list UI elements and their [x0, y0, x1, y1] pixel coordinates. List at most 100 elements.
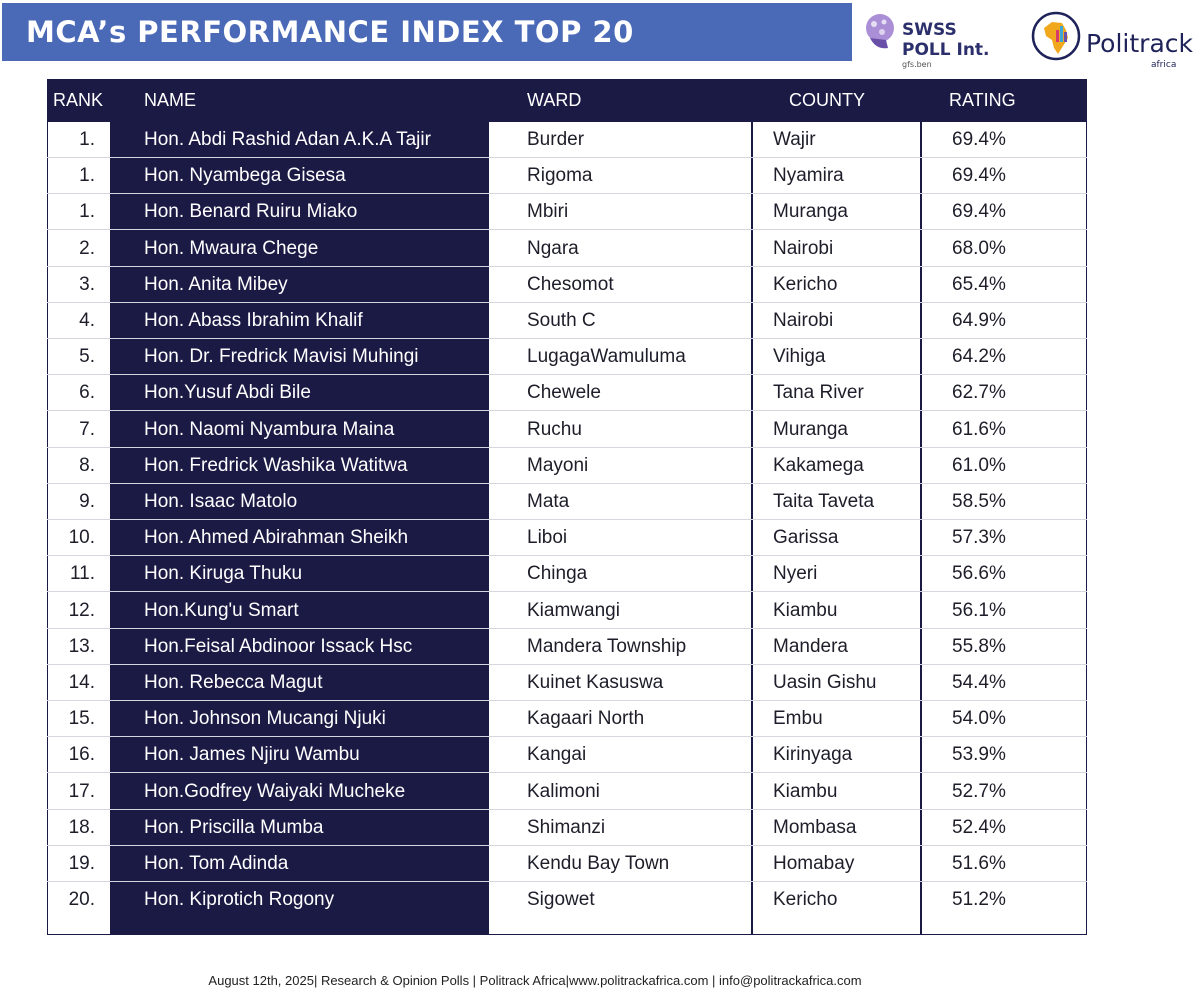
swss-poll-logo: SWSS POLL Int. gfs.ben	[862, 8, 1002, 69]
rating-cell: 64.9%	[952, 310, 1006, 331]
county-cell: Mandera	[773, 635, 848, 657]
table-row: 20. Hon. Kiprotich Rogony Sigowet Kericho 51…	[47, 882, 1087, 918]
ward-cell: Sigowet	[527, 889, 595, 911]
county-cell: Tana River	[773, 382, 864, 404]
rating-cell: 69.4%	[952, 201, 1006, 223]
row-divider	[47, 374, 1087, 376]
rating-cell: 65.4%	[952, 273, 1006, 295]
name-cell: Hon. James Njiru Wambu	[144, 744, 360, 766]
ward-cell: Chewele	[527, 382, 601, 404]
rank-cell: 20.	[68, 889, 95, 911]
name-cell: Hon. Fredrick Washika Watitwa	[144, 454, 408, 476]
politrack-logo: Politrack africa	[1030, 8, 1193, 70]
county-cell: Kiambu	[773, 780, 838, 802]
header-ward: WARD	[527, 90, 582, 110]
rating-cell: 51.2%	[952, 889, 1006, 911]
row-divider	[47, 157, 1087, 158]
rating-cell: 58.5%	[952, 491, 1006, 512]
table-row: 11. Hon. Kiruga Thuku Chinga Nyeri 56.6%	[47, 556, 1087, 593]
row-divider	[47, 627, 1087, 629]
column-divider	[751, 122, 753, 935]
rank-cell: 19.	[68, 853, 95, 874]
header-rank: RANK	[53, 90, 104, 110]
rank-cell: 15.	[68, 708, 95, 730]
county-cell: Uasin Gishu	[773, 672, 877, 693]
ward-cell: Mayoni	[527, 454, 589, 476]
rating-cell: 69.4%	[952, 165, 1006, 187]
name-cell: Hon. Kiprotich Rogony	[144, 889, 335, 911]
county-cell: Garissa	[773, 527, 839, 549]
rank-cell: 3.	[79, 273, 95, 295]
footer-text: August 12th, 2025| Research & Opinion Po…	[208, 973, 862, 988]
rating-cell: 54.4%	[952, 672, 1006, 693]
table-row: 2. Hon. Mwaura Chege Ngara Nairobi 68.0%	[47, 231, 1087, 267]
ward-cell: Chinga	[527, 563, 588, 585]
table-row: 5. Hon. Dr. Fredrick Mavisi Muhingi Lugaga…	[47, 339, 1087, 376]
table-row: 1. Hon. Nyambega Gisesa Rigoma Nyamira 69.4%	[47, 158, 1087, 195]
name-cell: Hon.Yusuf Abdi Bile	[144, 382, 311, 404]
table-row: 12. Hon.Kung'u Smart Kiamwangi Kiambu 56.1%	[47, 593, 1087, 629]
ward-cell: Kangai	[527, 744, 587, 766]
ward-cell: Kiamwangi	[527, 599, 620, 621]
page-title: MCA’s PERFORMANCE INDEX TOP 20	[26, 15, 634, 49]
row-divider	[47, 301, 1087, 303]
county-cell: Vihiga	[773, 346, 826, 368]
header-rating: RATING	[949, 90, 1016, 110]
county-cell: Kiambu	[773, 599, 838, 621]
swss-logo-line1: SWSS	[902, 20, 957, 40]
name-cell: Hon. Dr. Fredrick Mavisi Muhingi	[144, 346, 419, 368]
name-cell: Hon. Benard Ruiru Miako	[144, 201, 358, 223]
rankings-table: RANK NAME WARD COUNTY RATING 1. Hon. Abdi…	[47, 79, 1087, 936]
rank-cell: 6.	[79, 382, 95, 404]
name-cell: Hon. Rebecca Magut	[144, 672, 323, 693]
table-row: 16. Hon. James Njiru Wambu Kangai Kirinyaga…	[47, 737, 1087, 774]
rank-cell: 12.	[68, 599, 95, 621]
row-divider	[47, 482, 1087, 484]
table-row: 18. Hon. Priscilla Mumba Shimanzi Mombasa 52…	[47, 810, 1087, 846]
table-row: 1. Hon. Benard Ruiru Miako Mbiri Muranga 69.…	[47, 194, 1087, 231]
ward-cell: Mandera Township	[527, 635, 687, 657]
table-row: 3. Hon. Anita Mibey Chesomot Kericho 65.4%	[47, 267, 1087, 303]
name-cell: Hon. Isaac Matolo	[144, 491, 298, 512]
rating-cell: 68.0%	[952, 237, 1006, 259]
name-cell: Hon. Nyambega Gisesa	[144, 165, 346, 187]
rating-cell: 53.9%	[952, 744, 1006, 766]
row-divider	[47, 736, 1087, 738]
name-cell: Hon. Mwaura Chege	[144, 237, 319, 259]
county-cell: Kericho	[773, 889, 838, 911]
county-cell: Muranga	[773, 201, 848, 223]
row-divider	[47, 881, 1087, 882]
rating-cell: 52.4%	[952, 816, 1006, 838]
row-divider	[47, 772, 1087, 774]
rating-cell: 61.0%	[952, 454, 1006, 476]
rank-cell: 1.	[79, 129, 95, 150]
ward-cell: Kuinet Kasuswa	[527, 672, 664, 693]
rank-cell: 9.	[79, 491, 95, 512]
swss-logo-line3: gfs.ben	[902, 60, 932, 69]
row-divider	[47, 808, 1087, 810]
rating-cell: 57.3%	[952, 527, 1006, 549]
rank-cell: 2.	[79, 237, 95, 259]
ward-cell: South C	[527, 310, 596, 331]
rating-cell: 56.1%	[952, 599, 1006, 621]
name-cell: Hon. Tom Adinda	[144, 853, 289, 874]
county-cell: Kericho	[773, 273, 838, 295]
ward-cell: Liboi	[527, 527, 568, 549]
rating-cell: 55.8%	[952, 635, 1006, 657]
table-row: 19. Hon. Tom Adinda Kendu Bay Town Homabay 5…	[47, 846, 1087, 882]
rank-cell: 18.	[68, 816, 95, 838]
name-cell: Hon. Kiruga Thuku	[144, 563, 303, 585]
name-cell: Hon. Anita Mibey	[144, 273, 288, 295]
row-divider	[47, 519, 1087, 520]
rating-cell: 69.4%	[952, 129, 1006, 150]
column-divider	[920, 122, 922, 935]
row-divider	[47, 700, 1087, 701]
row-divider	[47, 663, 1087, 665]
rank-cell: 10.	[68, 527, 95, 549]
brain-head-icon	[866, 14, 894, 49]
ward-cell: Burder	[527, 129, 585, 150]
name-cell: Hon.Feisal Abdinoor Issack Hsc	[144, 635, 413, 657]
rank-cell: 13.	[68, 635, 95, 657]
row-divider	[47, 446, 1087, 448]
rating-cell: 64.2%	[952, 346, 1006, 368]
